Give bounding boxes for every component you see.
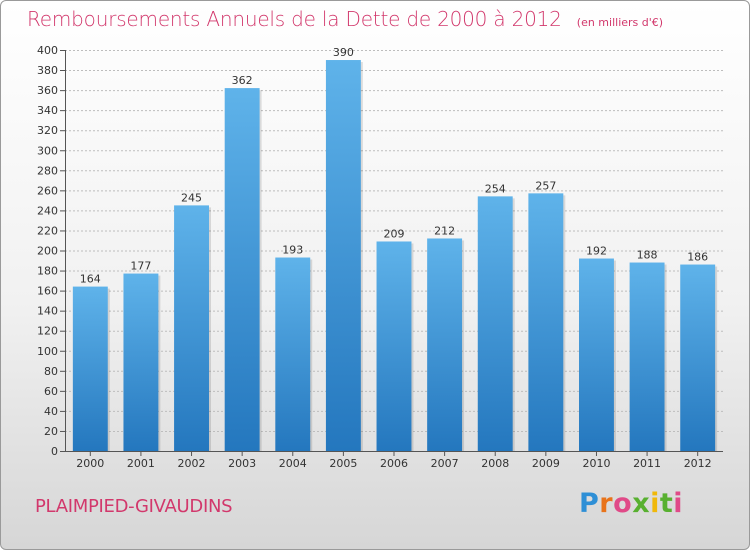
y-tick-label: 280 bbox=[37, 164, 58, 177]
chart-title-row: Remboursements Annuels de la Dette de 20… bbox=[27, 7, 663, 31]
proxiti-logo: Proxiti bbox=[579, 488, 684, 519]
bar-value-label: 164 bbox=[80, 273, 101, 286]
bar-value-label: 212 bbox=[434, 224, 455, 237]
y-tick-label: 320 bbox=[37, 124, 58, 137]
bar bbox=[427, 238, 463, 451]
bar bbox=[578, 258, 614, 451]
x-tick-label: 2002 bbox=[178, 457, 206, 470]
chart-subtitle: (en milliers d'€) bbox=[576, 16, 664, 29]
x-tick-label: 2003 bbox=[228, 457, 256, 470]
y-tick-label: 0 bbox=[51, 445, 58, 458]
bar-value-label: 188 bbox=[637, 249, 658, 262]
bar bbox=[528, 193, 564, 452]
y-tick-label: 220 bbox=[37, 224, 58, 237]
x-tick-label: 2008 bbox=[481, 457, 509, 470]
bar bbox=[629, 262, 665, 451]
bar-value-label: 390 bbox=[333, 46, 354, 59]
bar-value-label: 209 bbox=[384, 227, 405, 240]
y-tick-label: 360 bbox=[37, 84, 58, 97]
bars bbox=[72, 60, 718, 452]
bar-value-label: 254 bbox=[485, 182, 506, 195]
chart-title: Remboursements Annuels de la Dette de 20… bbox=[27, 7, 562, 31]
x-tick-label: 2001 bbox=[127, 457, 155, 470]
x-tick-labels: 2000 2001 2002 2003 2004 2005 2006 2007 2008 2009… bbox=[76, 457, 711, 470]
commune-name: PLAIMPIED-GIVAUDINS bbox=[35, 496, 233, 517]
bar-value-label: 257 bbox=[535, 179, 556, 192]
bar bbox=[275, 257, 311, 451]
bar bbox=[325, 60, 361, 452]
bar bbox=[680, 264, 716, 451]
bar bbox=[224, 88, 260, 451]
x-tick-label: 2004 bbox=[279, 457, 307, 470]
y-tick-label: 400 bbox=[37, 44, 58, 57]
x-tick-label: 2011 bbox=[633, 457, 661, 470]
y-tick-label: 160 bbox=[37, 285, 58, 298]
y-tick-label: 340 bbox=[37, 104, 58, 117]
y-tick-label: 240 bbox=[37, 204, 58, 217]
bar bbox=[174, 205, 210, 451]
bar-value-label: 245 bbox=[181, 191, 202, 204]
bar-value-label: 186 bbox=[687, 251, 708, 264]
y-tick-label: 380 bbox=[37, 64, 58, 77]
y-tick-label: 200 bbox=[37, 245, 58, 258]
y-tick-label: 300 bbox=[37, 144, 58, 157]
y-tick-label: 80 bbox=[44, 365, 58, 378]
y-tick-label: 60 bbox=[44, 385, 58, 398]
y-tick-label: 20 bbox=[44, 425, 58, 438]
bar bbox=[72, 286, 108, 451]
y-tick-labels: 0 20 40 60 80 100 120 140 160 180 200 220 240 260 280 3… bbox=[37, 44, 58, 458]
bar-value-label: 192 bbox=[586, 245, 607, 258]
bar-value-label: 193 bbox=[282, 244, 303, 257]
y-tick-label: 100 bbox=[37, 345, 58, 358]
x-tick-label: 2009 bbox=[532, 457, 560, 470]
y-tick-label: 140 bbox=[37, 305, 58, 318]
x-tick-label: 2012 bbox=[684, 457, 712, 470]
x-tick-label: 2007 bbox=[431, 457, 459, 470]
x-tick-label: 2000 bbox=[76, 457, 104, 470]
bar-value-label: 177 bbox=[130, 260, 151, 273]
y-tick-label: 40 bbox=[44, 405, 58, 418]
x-tick-label: 2010 bbox=[582, 457, 610, 470]
bar-value-label: 362 bbox=[232, 74, 253, 87]
bar bbox=[477, 196, 513, 451]
y-tick-label: 180 bbox=[37, 265, 58, 278]
x-tick-label: 2005 bbox=[329, 457, 357, 470]
bar bbox=[123, 273, 159, 451]
bar bbox=[376, 241, 412, 451]
x-tick-label: 2006 bbox=[380, 457, 408, 470]
axes bbox=[60, 50, 723, 456]
y-tick-label: 120 bbox=[37, 325, 58, 338]
data-labels: 164 177 245 362 193 390 209 212 254 257 192 188 186 bbox=[80, 46, 708, 286]
y-tick-label: 260 bbox=[37, 184, 58, 197]
